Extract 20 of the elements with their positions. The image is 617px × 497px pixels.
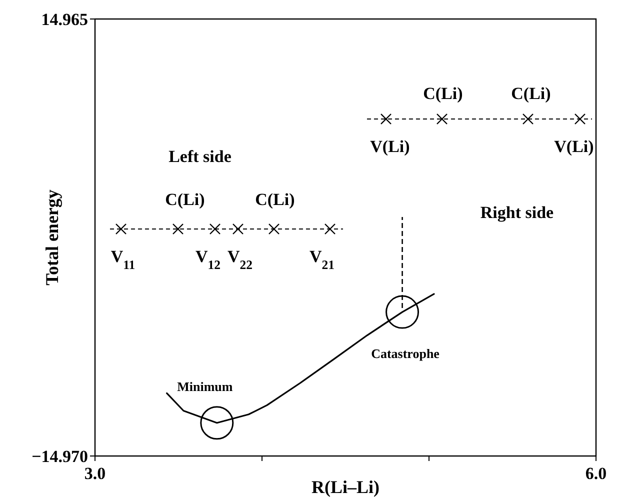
annotation: V$_{22}$ — [227, 247, 253, 272]
x-tick-label: 3.0 — [84, 464, 106, 483]
annotation: V(Li) — [554, 137, 594, 156]
y-tick-label: 14.965 — [41, 10, 88, 29]
x-tick-label: 6.0 — [585, 464, 607, 483]
y-tick-label: −14.970 — [32, 447, 88, 466]
y-axis-title: Total energy — [42, 190, 62, 286]
annotation: V$_{12}$ — [195, 247, 221, 272]
x-axis-title: R(Li–Li) — [311, 477, 380, 497]
annotation: C(Li) — [255, 190, 295, 209]
annotation: V(Li) — [370, 137, 410, 156]
annotation: Right side — [480, 203, 554, 222]
annotation: V$_{21}$ — [309, 247, 335, 272]
annotation: Left side — [168, 147, 232, 166]
annotation: Catastrophe — [371, 346, 440, 362]
annotation: V$_{11}$ — [110, 247, 136, 272]
annotation: C(Li) — [165, 190, 205, 209]
annotation: C(Li) — [511, 84, 551, 103]
annotation: Minimum — [177, 378, 233, 394]
annotation: C(Li) — [423, 84, 463, 103]
